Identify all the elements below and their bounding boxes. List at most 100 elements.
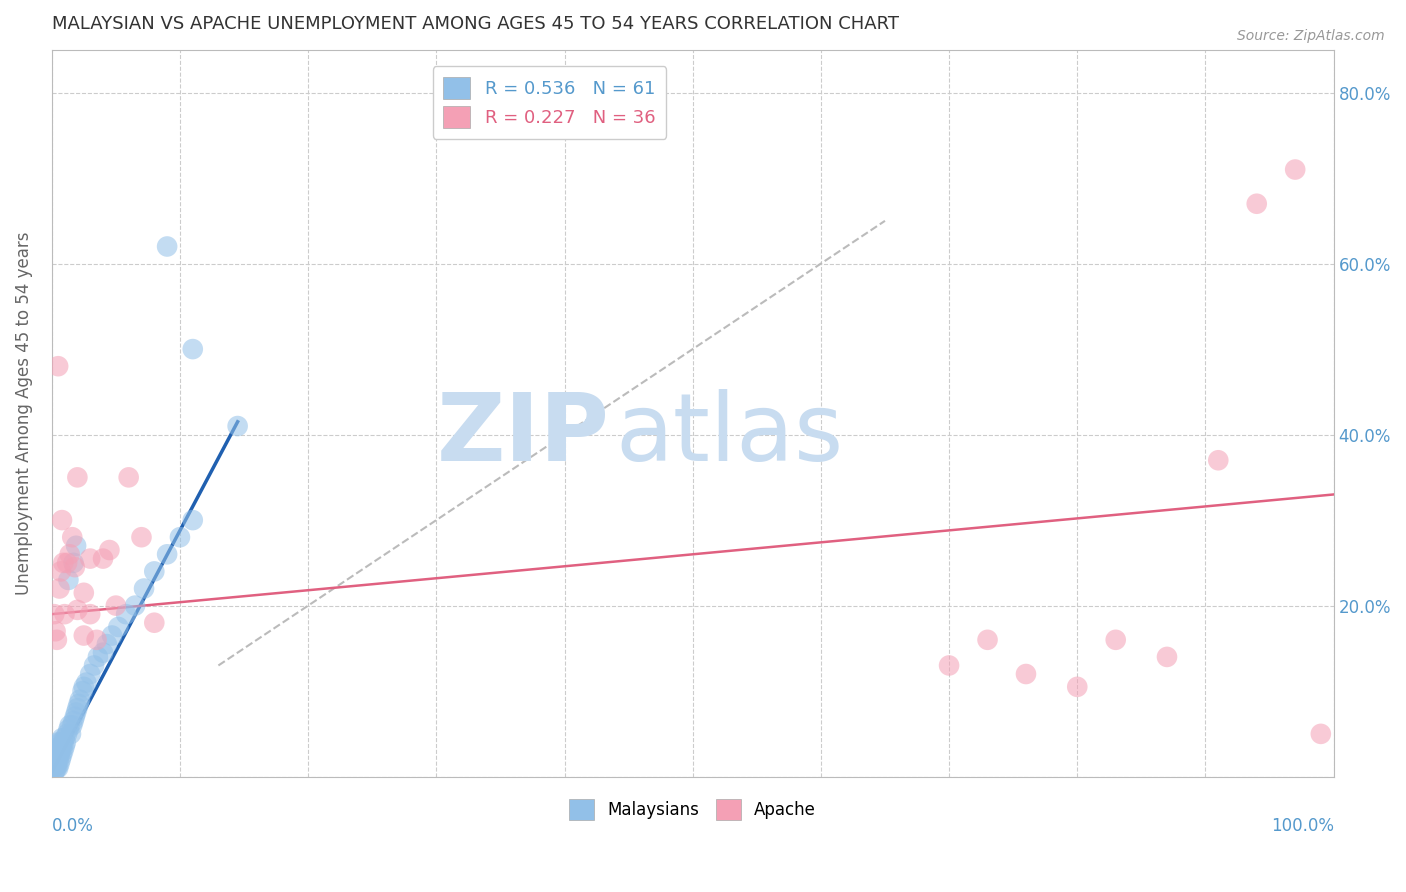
Point bbox=[60, 530, 83, 544]
Point bbox=[65, 539, 87, 553]
Point bbox=[67, 697, 90, 711]
Point bbox=[62, 556, 84, 570]
Point bbox=[58, 573, 80, 587]
Point bbox=[53, 607, 76, 622]
Text: 0.0%: 0.0% bbox=[52, 816, 94, 835]
Point bbox=[79, 551, 101, 566]
Point bbox=[91, 646, 114, 660]
Point bbox=[181, 513, 204, 527]
Point bbox=[58, 723, 80, 737]
Point bbox=[1309, 727, 1331, 741]
Point bbox=[44, 756, 66, 771]
Point bbox=[46, 761, 69, 775]
Point bbox=[73, 628, 96, 642]
Point bbox=[73, 586, 96, 600]
Point bbox=[65, 706, 87, 720]
Point bbox=[45, 752, 67, 766]
Point bbox=[46, 752, 69, 766]
Point bbox=[143, 615, 166, 630]
Y-axis label: Unemployment Among Ages 45 to 54 years: Unemployment Among Ages 45 to 54 years bbox=[15, 232, 32, 595]
Point bbox=[53, 739, 76, 754]
Point bbox=[45, 763, 67, 777]
Point bbox=[1105, 632, 1128, 647]
Point bbox=[48, 748, 70, 763]
Point bbox=[91, 551, 114, 566]
Point bbox=[169, 530, 191, 544]
Point bbox=[45, 761, 67, 775]
Point bbox=[49, 735, 72, 749]
Text: MALAYSIAN VS APACHE UNEMPLOYMENT AMONG AGES 45 TO 54 YEARS CORRELATION CHART: MALAYSIAN VS APACHE UNEMPLOYMENT AMONG A… bbox=[52, 15, 898, 33]
Point bbox=[52, 744, 75, 758]
Point bbox=[66, 701, 89, 715]
Point bbox=[46, 744, 69, 758]
Point bbox=[124, 599, 146, 613]
Point bbox=[51, 748, 73, 763]
Point bbox=[63, 710, 86, 724]
Point bbox=[44, 765, 66, 780]
Point bbox=[83, 658, 105, 673]
Point bbox=[86, 632, 108, 647]
Point bbox=[45, 756, 67, 771]
Point bbox=[48, 739, 70, 754]
Point bbox=[55, 735, 77, 749]
Point bbox=[48, 756, 70, 771]
Text: Source: ZipAtlas.com: Source: ZipAtlas.com bbox=[1237, 29, 1385, 43]
Point bbox=[104, 599, 127, 613]
Point bbox=[51, 739, 73, 754]
Point bbox=[63, 560, 86, 574]
Point bbox=[46, 359, 69, 374]
Point bbox=[51, 513, 73, 527]
Point bbox=[49, 752, 72, 766]
Point bbox=[98, 543, 121, 558]
Point bbox=[60, 718, 83, 732]
Point bbox=[1156, 649, 1178, 664]
Point bbox=[48, 582, 70, 596]
Point bbox=[72, 684, 94, 698]
Point bbox=[59, 727, 82, 741]
Legend: Malaysians, Apache: Malaysians, Apache bbox=[562, 793, 823, 826]
Point bbox=[59, 547, 82, 561]
Point bbox=[66, 470, 89, 484]
Point bbox=[56, 727, 79, 741]
Point bbox=[75, 675, 97, 690]
Point bbox=[45, 632, 67, 647]
Point bbox=[79, 607, 101, 622]
Point bbox=[79, 667, 101, 681]
Point bbox=[49, 565, 72, 579]
Point bbox=[52, 556, 75, 570]
Point bbox=[115, 607, 138, 622]
Point bbox=[156, 239, 179, 253]
Point bbox=[1066, 680, 1088, 694]
Point bbox=[56, 556, 79, 570]
Point bbox=[44, 607, 66, 622]
Point bbox=[73, 680, 96, 694]
Point bbox=[131, 530, 153, 544]
Point bbox=[101, 628, 124, 642]
Point bbox=[49, 744, 72, 758]
Point bbox=[62, 714, 84, 728]
Point bbox=[1284, 162, 1306, 177]
Point bbox=[53, 731, 76, 746]
Point bbox=[52, 735, 75, 749]
Point bbox=[132, 582, 155, 596]
Point bbox=[143, 565, 166, 579]
Point bbox=[1206, 453, 1229, 467]
Point bbox=[59, 718, 82, 732]
Text: atlas: atlas bbox=[616, 389, 844, 481]
Point bbox=[1246, 196, 1268, 211]
Point bbox=[156, 547, 179, 561]
Point bbox=[69, 692, 91, 706]
Text: 100.0%: 100.0% bbox=[1271, 816, 1334, 835]
Point bbox=[45, 759, 67, 773]
Point bbox=[226, 419, 249, 434]
Point bbox=[976, 632, 998, 647]
Point bbox=[42, 761, 65, 775]
Point bbox=[107, 620, 129, 634]
Point bbox=[118, 470, 141, 484]
Point bbox=[45, 752, 67, 766]
Point bbox=[51, 731, 73, 746]
Point bbox=[66, 603, 89, 617]
Point bbox=[96, 637, 118, 651]
Point bbox=[45, 624, 67, 639]
Point bbox=[938, 658, 960, 673]
